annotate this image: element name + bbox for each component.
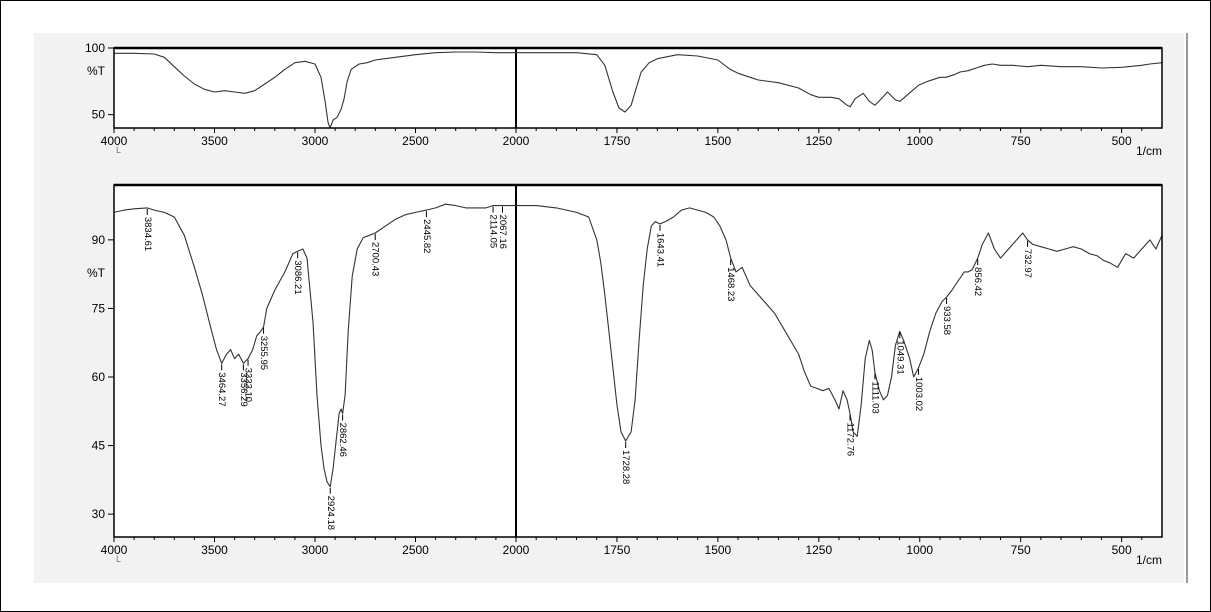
x-tick-label: 750 (1011, 134, 1031, 148)
peak-label: 2924.18 (325, 496, 336, 530)
y-axis-label: %T (87, 64, 106, 78)
y-tick-label: 90 (92, 233, 106, 247)
peak-label: 1111.03 (869, 381, 880, 413)
x-axis-label: 1/cm (1136, 144, 1162, 158)
x-axis-label: 1/cm (1136, 553, 1162, 567)
peak-label: 732.97 (1022, 249, 1033, 278)
panel-edge (1186, 33, 1188, 583)
peak-label: 3333.10 (243, 368, 254, 402)
x-tick-label: 500 (1112, 134, 1132, 148)
x-tick-label: 2000 (503, 543, 530, 557)
peak-label: 856.42 (972, 267, 983, 296)
spectrum-line-main (113, 203, 1163, 488)
x-tick-label: 3500 (201, 543, 228, 557)
y-tick-label: 100 (85, 41, 105, 55)
peak-label: 1728.28 (620, 450, 631, 484)
peak-label: 3464.27 (216, 372, 227, 406)
peak-label: 1172.76 (844, 423, 855, 457)
peak-label: 3255.95 (258, 336, 269, 370)
x-tick-label: 2500 (402, 543, 429, 557)
x-tick-label: 1250 (805, 134, 832, 148)
x-tick-label: 4000 (101, 134, 128, 148)
x-tick-label: 3000 (302, 543, 329, 557)
x-tick-label: 1250 (805, 543, 832, 557)
peak-label: 1003.02 (913, 377, 924, 411)
x-tick-label: 3000 (302, 134, 329, 148)
x-tick-label: 3500 (201, 134, 228, 148)
x-tick-label: 4000 (101, 543, 128, 557)
y-axis-label: %T (87, 266, 106, 280)
peak-label: 1049.31 (894, 340, 905, 374)
peak-label: 933.58 (941, 306, 952, 335)
peak-label: 2862.46 (337, 423, 348, 457)
x-tick-label: 1750 (604, 543, 631, 557)
axis-corner-marker: L (116, 145, 121, 155)
x-tick-label: 1000 (906, 134, 933, 148)
x-tick-label: 1500 (705, 543, 732, 557)
axis-corner-marker: L (116, 554, 121, 564)
x-tick-label: 1500 (705, 134, 732, 148)
plot-area (114, 48, 1162, 128)
y-tick-label: 50 (92, 108, 106, 122)
x-tick-label: 500 (1112, 543, 1132, 557)
y-tick-label: 45 (92, 439, 106, 453)
y-tick-label: 75 (92, 301, 106, 315)
spectrum-line-overview (114, 51, 1163, 129)
x-tick-label: 1000 (906, 543, 933, 557)
y-tick-label: 30 (92, 507, 106, 521)
peak-label: 2114.05 (488, 215, 499, 249)
peak-label: 3086.21 (292, 260, 303, 294)
peak-label: 1643.41 (654, 233, 665, 267)
x-tick-label: 2500 (402, 134, 429, 148)
x-tick-label: 1750 (604, 134, 631, 148)
x-tick-label: 2000 (503, 134, 530, 148)
peak-label: 2067.16 (497, 215, 508, 249)
y-tick-label: 60 (92, 370, 106, 384)
x-tick-label: 750 (1011, 543, 1031, 557)
peak-label: 3356.29 (238, 372, 249, 406)
peak-label: 2445.82 (421, 219, 432, 253)
peak-label: 3834.61 (142, 217, 153, 251)
peak-label: 1468.23 (725, 267, 736, 301)
peak-label: 2700.43 (370, 242, 381, 276)
